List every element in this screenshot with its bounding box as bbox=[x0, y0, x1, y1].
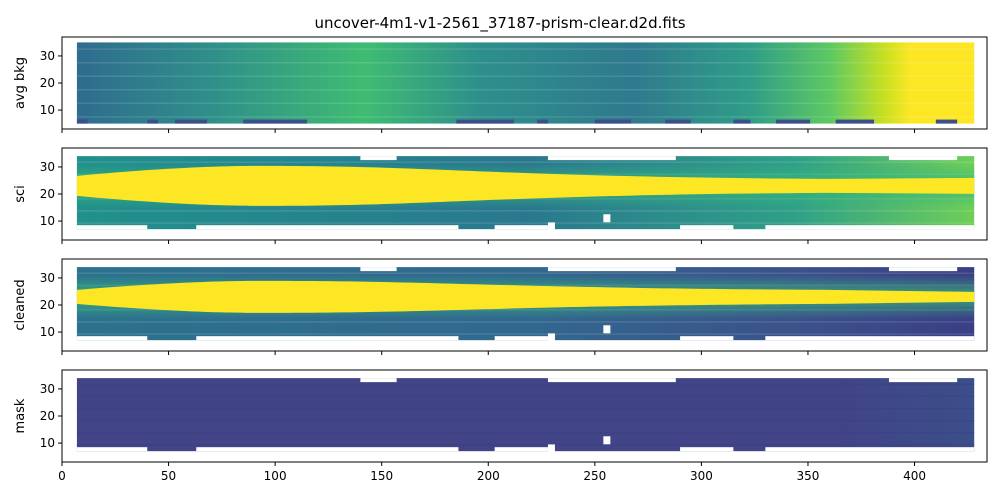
cleaned-notch-top bbox=[360, 267, 397, 272]
cleaned-notch-bottom bbox=[494, 336, 548, 341]
sci-ylabel: sci bbox=[13, 185, 28, 203]
avg-bkg-edge-strip bbox=[174, 119, 207, 124]
sci-notch-bottom bbox=[494, 225, 548, 230]
mask-notch-bottom bbox=[196, 447, 459, 452]
cleaned-notch-bottom bbox=[680, 336, 734, 341]
mask-notch-top bbox=[360, 378, 397, 383]
avg-bkg-image bbox=[76, 42, 975, 124]
sci-trace bbox=[76, 165, 975, 206]
sci-gap bbox=[603, 214, 611, 223]
avg-bkg-edge-strip bbox=[76, 119, 88, 124]
cleaned-notch-bottom bbox=[765, 336, 975, 341]
avg-bkg-edge-strip bbox=[243, 119, 308, 124]
mask-image bbox=[76, 378, 975, 452]
mask-notch-bottom bbox=[494, 447, 548, 452]
sci-notch-top bbox=[888, 156, 958, 161]
mask-gap bbox=[547, 444, 555, 455]
mask-notch-bottom bbox=[76, 447, 148, 452]
panel-avg-bkg: 10 20 30 avg bkg bbox=[13, 36, 988, 133]
avg-bkg-edge-strip bbox=[775, 119, 811, 124]
mask-notch-bottom bbox=[680, 447, 734, 452]
cleaned-notch-bottom bbox=[196, 336, 459, 341]
cleaned-notch-bottom bbox=[76, 336, 148, 341]
cleaned-gap bbox=[603, 325, 611, 334]
cleaned-trace bbox=[76, 280, 975, 313]
sci-notch-bottom bbox=[196, 225, 459, 230]
mask-xtick-label: 0 bbox=[58, 469, 66, 483]
avg-bkg-ylabel: avg bkg bbox=[13, 57, 28, 109]
mask-ylabel: mask bbox=[13, 398, 28, 433]
avg-bkg-edge-strip bbox=[537, 119, 548, 124]
mask-xtick-label: 150 bbox=[370, 469, 393, 483]
mask-xtick-label: 250 bbox=[583, 469, 606, 483]
avg-bkg-edge-strip bbox=[594, 119, 632, 124]
avg-bkg-ytick-label: 20 bbox=[40, 76, 55, 90]
mask-ytick-label: 10 bbox=[40, 436, 55, 450]
mask-xtick-label: 350 bbox=[797, 469, 820, 483]
mask-notch-top bbox=[547, 378, 676, 383]
panel-sci: 10 20 30 sci bbox=[13, 147, 988, 244]
sci-ytick-label: 10 bbox=[40, 214, 55, 228]
mask-ytick-label: 30 bbox=[40, 382, 55, 396]
mask-xtick-label: 50 bbox=[161, 469, 176, 483]
mask-xtick-label: 300 bbox=[690, 469, 713, 483]
sci-ytick-label: 30 bbox=[40, 160, 55, 174]
avg-bkg-edge-strip bbox=[935, 119, 958, 124]
sci-notch-bottom bbox=[680, 225, 734, 230]
cleaned-ytick-label: 30 bbox=[40, 271, 55, 285]
sci-gap bbox=[547, 222, 555, 233]
mask-gap bbox=[603, 436, 611, 445]
panel-cleaned: 10 20 30 cleaned bbox=[13, 258, 988, 355]
cleaned-ylabel: cleaned bbox=[13, 279, 28, 330]
avg-bkg-edge-strip bbox=[147, 119, 158, 124]
avg-bkg-ytick-label: 10 bbox=[40, 103, 55, 117]
cleaned-ytick-label: 20 bbox=[40, 298, 55, 312]
cleaned-notch-top bbox=[888, 267, 958, 272]
avg-bkg-edge-strip bbox=[733, 119, 751, 124]
avg-bkg-edge-strip bbox=[456, 119, 514, 124]
cleaned-gap bbox=[547, 333, 555, 344]
avg-bkg-edge-strip bbox=[835, 119, 875, 124]
mask-xtick-label: 200 bbox=[477, 469, 500, 483]
sci-notch-bottom bbox=[76, 225, 148, 230]
mask-xtick-label: 400 bbox=[903, 469, 926, 483]
sci-notch-top bbox=[547, 156, 676, 161]
sci-notch-bottom bbox=[765, 225, 975, 230]
sci-ytick-label: 20 bbox=[40, 187, 55, 201]
avg-bkg-edge-strip bbox=[665, 119, 691, 124]
mask-xtick-label: 100 bbox=[264, 469, 287, 483]
mask-notch-top bbox=[888, 378, 958, 383]
figure-title: uncover-4m1-v1-2561_37187-prism-clear.d2… bbox=[314, 14, 685, 33]
sci-notch-top bbox=[360, 156, 397, 161]
mask-notch-bottom bbox=[765, 447, 975, 452]
cleaned-ytick-label: 10 bbox=[40, 325, 55, 339]
avg-bkg-ytick-label: 30 bbox=[40, 49, 55, 63]
mask-ytick-label: 20 bbox=[40, 409, 55, 423]
cleaned-notch-top bbox=[547, 267, 676, 272]
